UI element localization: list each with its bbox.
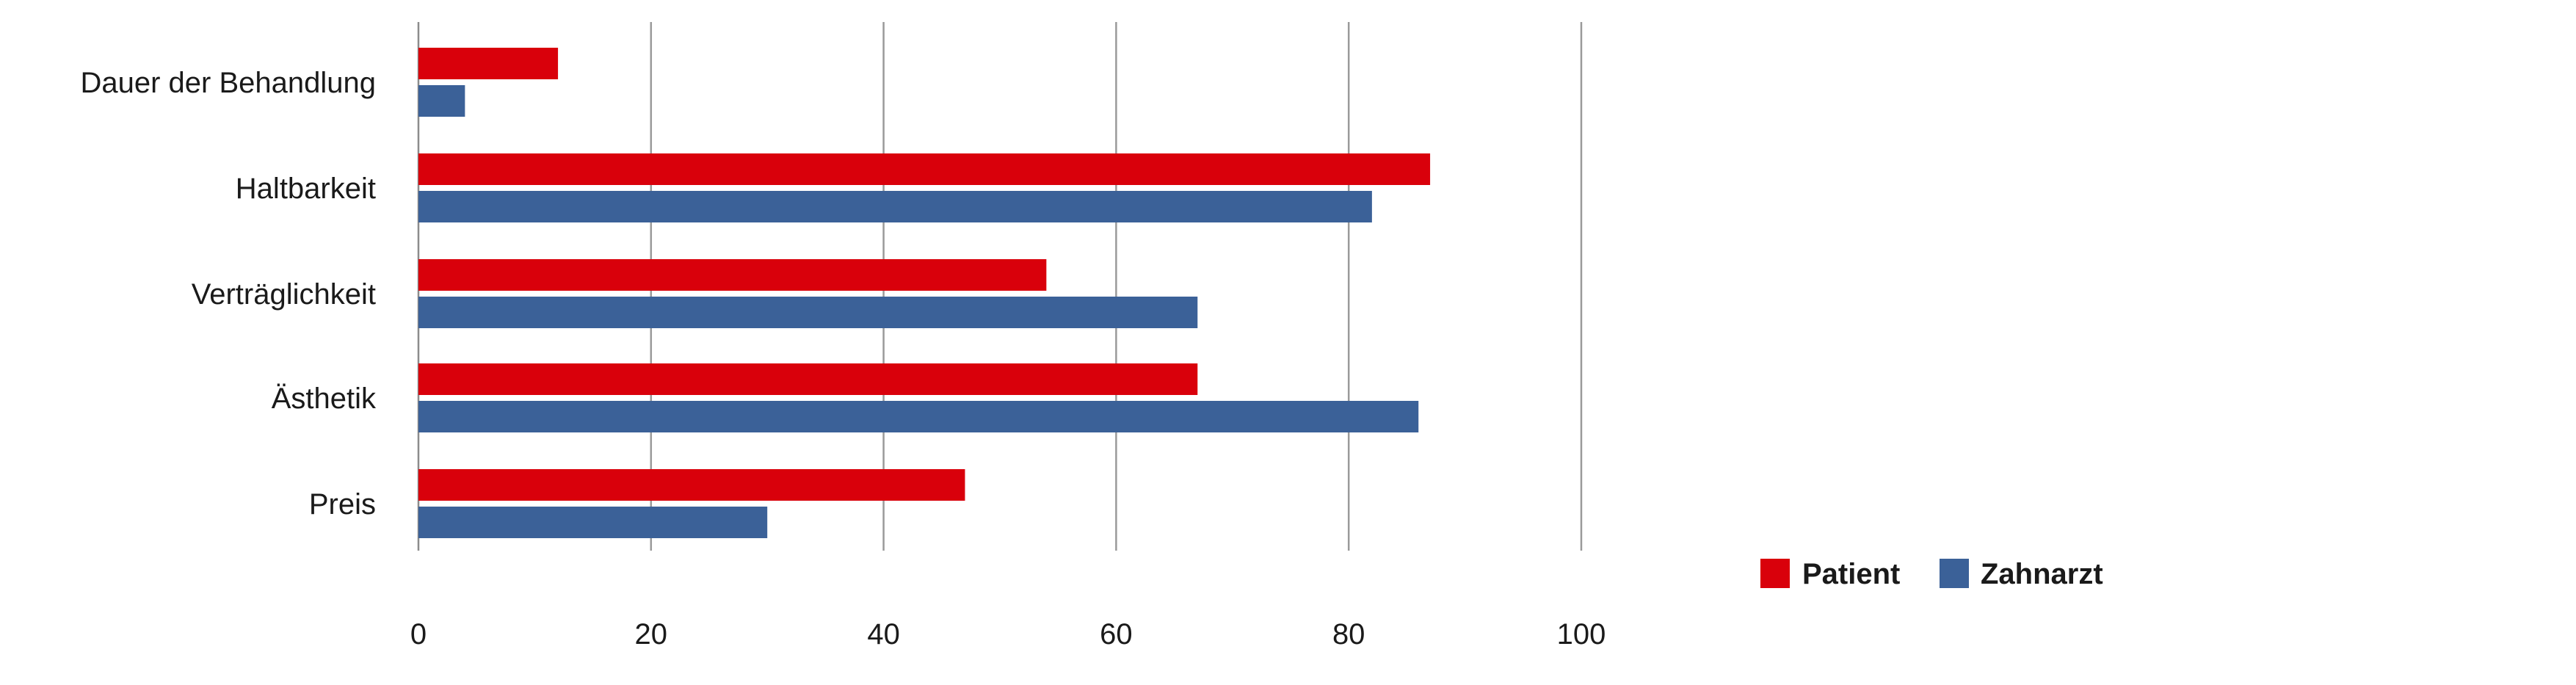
category-label-0: Dauer der Behandlung xyxy=(80,67,376,99)
x-tick-label-20: 20 xyxy=(635,618,668,650)
legend-swatch-zahnarzt xyxy=(1940,559,1969,588)
bar-patient-3 xyxy=(418,363,1198,395)
bar-patient-0 xyxy=(418,48,559,79)
x-axis-ticks: 0 20 40 60 80 100 xyxy=(410,618,1606,650)
category-label-2: Verträglichkeit xyxy=(192,278,376,311)
bar-zahnarzt-3 xyxy=(418,401,1419,432)
x-tick-label-0: 0 xyxy=(410,618,427,650)
legend-label-patient: Patient xyxy=(1802,558,1900,590)
category-label-1: Haltbarkeit xyxy=(236,173,376,205)
legend-label-zahnarzt: Zahnarzt xyxy=(1981,558,2103,590)
bar-patient-4 xyxy=(418,469,965,501)
x-tick-label-60: 60 xyxy=(1100,618,1133,650)
bar-zahnarzt-4 xyxy=(418,507,768,538)
x-tick-label-80: 80 xyxy=(1332,618,1365,650)
category-label-3: Ästhetik xyxy=(272,383,377,415)
x-tick-label-40: 40 xyxy=(867,618,900,650)
bar-zahnarzt-0 xyxy=(418,85,465,117)
bars xyxy=(418,48,1431,538)
legend-swatch-patient xyxy=(1760,559,1790,588)
category-label-4: Preis xyxy=(309,488,376,521)
bar-zahnarzt-1 xyxy=(418,191,1372,222)
bar-patient-2 xyxy=(418,259,1047,291)
bar-zahnarzt-2 xyxy=(418,297,1198,328)
x-tick-label-100: 100 xyxy=(1557,618,1606,650)
bar-patient-1 xyxy=(418,153,1431,185)
legend: Patient Zahnarzt xyxy=(1760,558,2103,590)
category-labels: Dauer der Behandlung Haltbarkeit Verträgli… xyxy=(80,67,377,521)
